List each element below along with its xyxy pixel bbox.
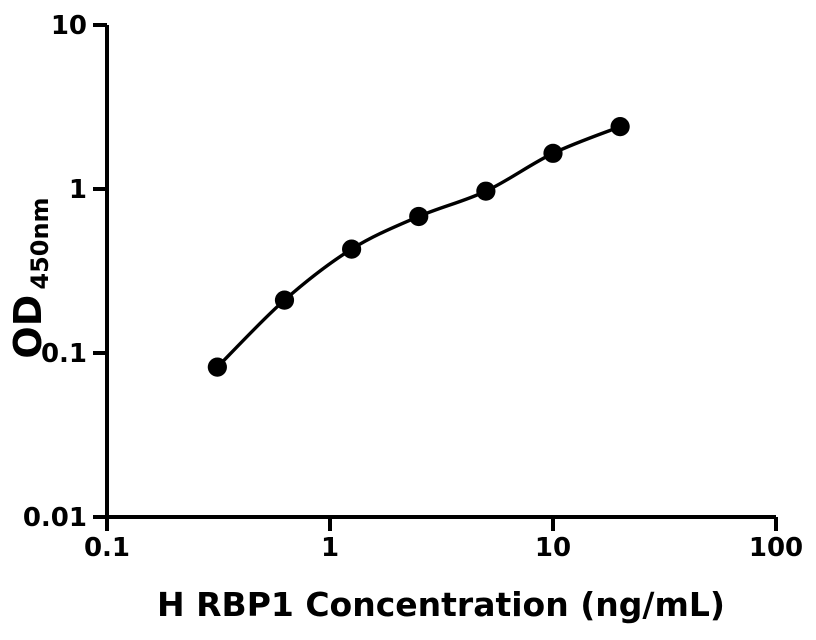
data-point xyxy=(342,239,362,259)
y-axis-title-subscript: 450nm xyxy=(26,197,54,289)
y-tick-label: 0.01 xyxy=(23,503,87,533)
axis-ticks xyxy=(93,23,778,531)
axis-spines xyxy=(105,25,776,519)
x-tick-label: 10 xyxy=(535,533,571,563)
y-axis-title-main: OD xyxy=(6,295,50,359)
x-tick-label: 1 xyxy=(321,533,339,563)
x-tick-label: 100 xyxy=(749,533,803,563)
axes-layer xyxy=(93,23,778,531)
y-tick-label: 1 xyxy=(69,175,87,205)
fit-curve-layer xyxy=(216,125,621,369)
y-tick-label: 10 xyxy=(51,11,87,41)
svg-text:OD 450nm: OD 450nm xyxy=(6,197,54,358)
data-point xyxy=(409,206,429,227)
data-point-layer xyxy=(207,117,630,377)
y-axis-title: OD 450nm xyxy=(6,197,54,358)
data-point xyxy=(610,117,630,137)
y-tick-label: 0.1 xyxy=(41,339,87,369)
x-tick-label: 0.1 xyxy=(84,533,130,563)
data-point xyxy=(476,181,496,201)
data-point xyxy=(274,290,295,310)
data-point xyxy=(207,357,227,377)
data-point xyxy=(543,143,563,163)
fit-curve xyxy=(216,125,621,369)
x-axis-title: H RBP1 Concentration (ng/mL) xyxy=(157,585,725,624)
